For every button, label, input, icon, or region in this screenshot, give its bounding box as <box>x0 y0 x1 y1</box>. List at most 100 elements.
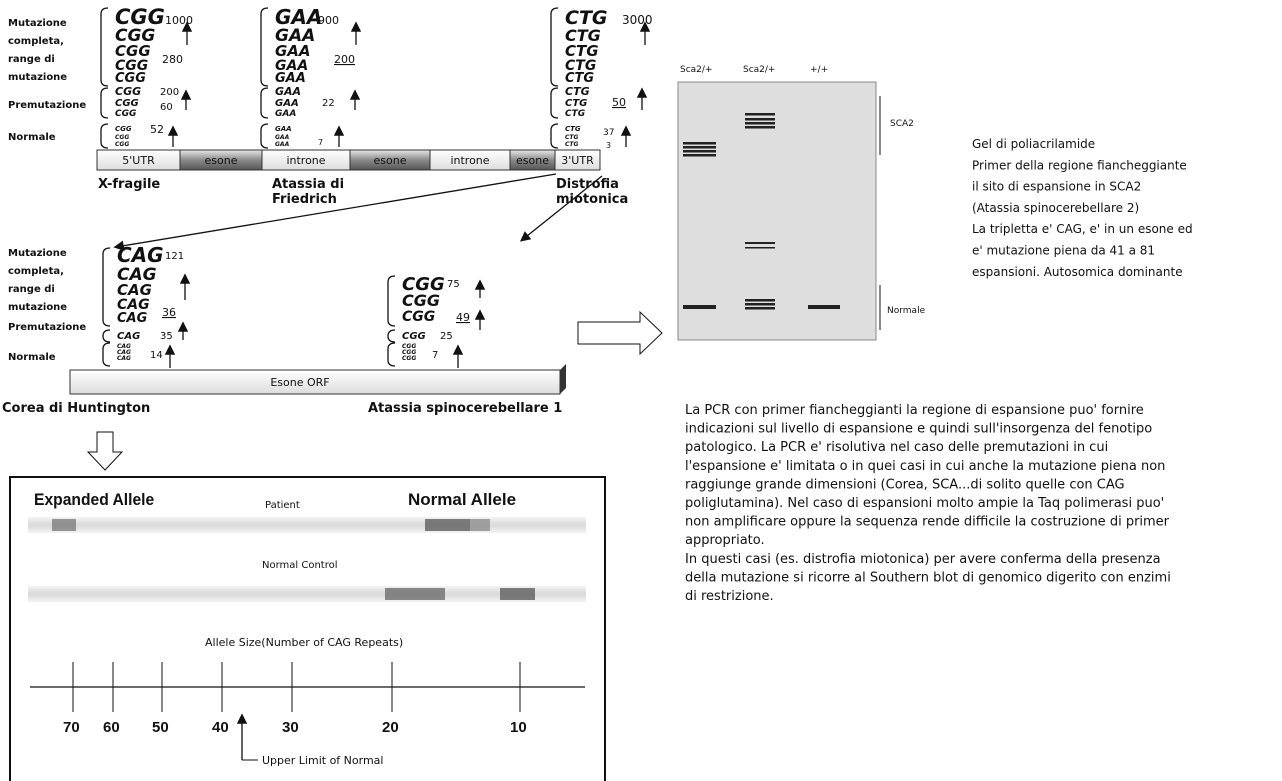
disease: Friedrich <box>272 192 337 207</box>
repeat-count: 121 <box>165 251 184 262</box>
band <box>683 150 716 153</box>
codon: CAG <box>117 243 164 267</box>
repeat-count: 900 <box>318 14 339 27</box>
paragraph-line: l'espansione e' limitata o in quei casi … <box>685 459 1165 474</box>
bracket <box>103 330 110 342</box>
codon: CGG <box>115 98 139 109</box>
row-label: Normale <box>8 132 56 143</box>
band <box>808 305 840 309</box>
band <box>745 303 775 306</box>
paragraph-line: non amplificare oppure la sequenza rende… <box>685 515 1170 530</box>
codon: CTG <box>565 125 581 133</box>
disease: Atassia spinocerebellare 1 <box>368 401 562 416</box>
codon: CTG <box>565 109 585 119</box>
blot-band <box>385 588 445 600</box>
lane-label: Normal Control <box>262 560 338 571</box>
band <box>745 299 775 302</box>
bracket <box>261 88 268 118</box>
repeat-count: 49 <box>456 311 470 324</box>
band <box>683 305 716 309</box>
repeat-count: 50 <box>612 96 626 109</box>
repeat-count: 7 <box>318 138 323 147</box>
blot-band <box>500 588 535 600</box>
codon: CGG <box>115 125 132 133</box>
exon-label: Esone ORF <box>270 376 329 389</box>
tick-label: 10 <box>510 719 527 736</box>
caption-line: Primer della regione fiancheggiante <box>972 158 1187 172</box>
blot-band <box>470 519 490 531</box>
repeat-count: 3 <box>606 141 611 150</box>
annotation: Upper Limit of Normal <box>262 754 383 767</box>
region-label: 3'UTR <box>561 154 594 167</box>
tick-label: 40 <box>212 719 229 736</box>
codon: CAG <box>117 355 131 362</box>
codon: CGG <box>115 141 129 148</box>
codon: CGG <box>115 134 129 141</box>
disease: Distrofia <box>556 177 619 192</box>
tick-label: 50 <box>152 719 169 736</box>
row-label: mutazione <box>8 72 67 83</box>
codon: CTG <box>565 134 578 141</box>
codon: CTG <box>565 141 578 148</box>
region-label: 5'UTR <box>122 154 155 167</box>
axis-title: Allele Size(Number of CAG Repeats) <box>205 636 403 649</box>
bracket <box>388 343 395 366</box>
codon: CGG <box>115 109 136 119</box>
blot-band <box>52 519 76 531</box>
codon: CGG <box>402 291 440 310</box>
codon: CGG <box>402 331 426 342</box>
repeat-count: 7 <box>432 350 438 361</box>
codon: CGG <box>115 85 141 98</box>
codon: GAA <box>275 71 306 86</box>
side-label: SCA2 <box>890 119 914 129</box>
bracket <box>101 124 108 148</box>
band <box>683 142 716 145</box>
bracket <box>551 88 558 118</box>
paragraph-line: La PCR con primer fiancheggianti la regi… <box>685 403 1144 418</box>
codon: GAA <box>275 85 301 98</box>
repeat-count: 36 <box>162 306 176 319</box>
region-label: introne <box>450 154 489 167</box>
disease: X-fragile <box>98 177 160 192</box>
bracket <box>388 276 395 326</box>
caption-line: (Atassia spinocerebellare 2) <box>972 201 1139 215</box>
codon: CAG <box>117 311 148 326</box>
band <box>745 242 775 244</box>
tick-label: 20 <box>382 719 399 736</box>
tick-label: 60 <box>103 719 120 736</box>
gel <box>678 82 876 340</box>
paragraph-line: patologico. La PCR e' risolutiva nel cas… <box>685 440 1108 455</box>
lane-strip <box>28 517 586 533</box>
codon: CTG <box>565 71 594 86</box>
allele-label: Normal Allele <box>408 490 516 509</box>
repeat-count: 200 <box>334 53 355 66</box>
row-label: mutazione <box>8 302 67 313</box>
band <box>745 122 775 125</box>
bracket <box>261 8 268 86</box>
paragraph-line: poliglutamina). Nel caso di espansioni m… <box>685 496 1164 511</box>
codon: CGG <box>402 309 435 325</box>
lane-label: Sca2/+ <box>680 65 712 75</box>
bracket <box>261 124 268 148</box>
band <box>683 146 716 149</box>
repeat-count: 35 <box>160 331 173 342</box>
row-label: Normale <box>8 352 56 363</box>
paragraph-line: indicazioni sul livello di espansione e … <box>685 422 1152 437</box>
lane-label: Sca2/+ <box>743 65 775 75</box>
allele-label: Expanded Allele <box>34 490 154 509</box>
repeat-count: 14 <box>150 350 163 361</box>
row-label: Mutazione <box>8 18 67 29</box>
repeat-count: 37 <box>603 128 614 138</box>
codon: GAA <box>275 125 292 133</box>
region-label: introne <box>286 154 325 167</box>
band <box>745 126 775 129</box>
block-arrow <box>88 432 122 470</box>
repeat-count: 200 <box>160 87 179 98</box>
row-label: Mutazione <box>8 248 67 259</box>
bracket <box>551 124 558 148</box>
codon: CTG <box>565 98 587 109</box>
lane-label: Patient <box>265 500 300 511</box>
paragraph-line: di restrizione. <box>685 589 774 604</box>
row-label: completa, <box>8 266 64 277</box>
paragraph-line: raggiunge grande dimensioni (Corea, SCA.… <box>685 477 1125 492</box>
